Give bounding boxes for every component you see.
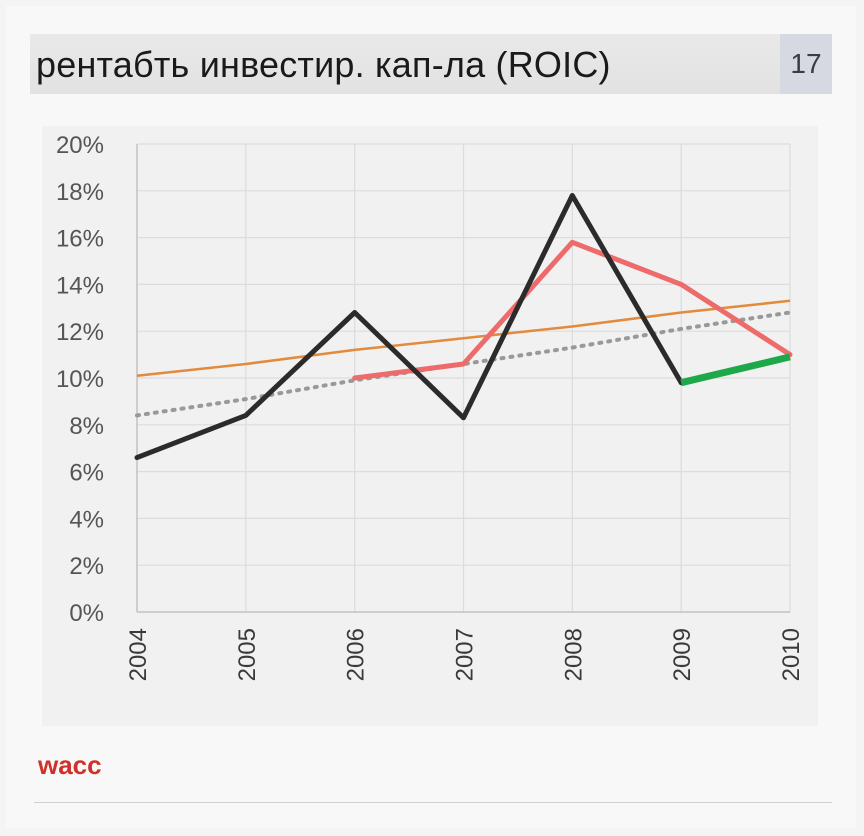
- x-tick-label: 2004: [125, 628, 152, 681]
- y-tick-label: 4%: [69, 506, 104, 533]
- y-tick-label: 8%: [69, 413, 104, 440]
- y-tick-label: 10%: [56, 366, 104, 393]
- y-tick-label: 12%: [56, 319, 104, 346]
- y-tick-label: 20%: [56, 132, 104, 159]
- y-tick-label: 18%: [56, 179, 104, 206]
- chart-title: рентабть инвестир. кап-ла (ROIC): [36, 44, 611, 85]
- x-tick-label: 2010: [778, 628, 805, 681]
- series-line-moving-avg: [352, 239, 793, 381]
- wacc-label: wacc: [38, 750, 102, 780]
- x-tick-label: 2005: [234, 628, 261, 681]
- x-tick-label: 2008: [560, 628, 587, 681]
- series-line-roic: [134, 193, 684, 461]
- x-tick-label: 2006: [343, 628, 370, 681]
- footer-divider: [34, 802, 832, 803]
- y-tick-label: 0%: [69, 600, 104, 627]
- title-bar: [30, 34, 830, 94]
- series-line-trend: [136, 299, 791, 377]
- y-tick-label: 6%: [69, 460, 104, 487]
- y-tick-label: 14%: [56, 272, 104, 299]
- page-number-badge: 17: [780, 34, 832, 94]
- x-tick-label: 2007: [452, 628, 479, 681]
- y-tick-label: 2%: [69, 553, 104, 580]
- series-line-forecast: [680, 353, 791, 387]
- series-line-trend-dotted: [135, 310, 792, 418]
- y-tick-label: 16%: [56, 226, 104, 253]
- x-tick-label: 2009: [669, 628, 696, 681]
- chart-panel: [42, 126, 818, 726]
